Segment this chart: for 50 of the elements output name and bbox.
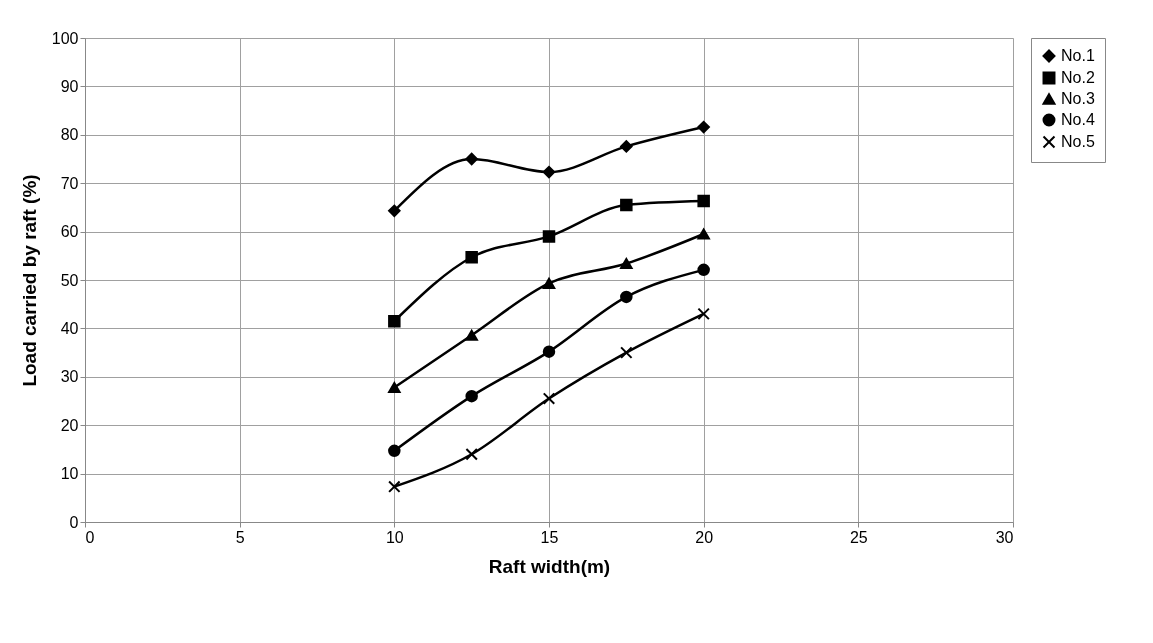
point (620, 198, 633, 212)
x-tick-label: 30 (995, 528, 1014, 546)
legend-label: No.5 (1061, 133, 1095, 150)
y-tick-label: 20 (60, 416, 79, 434)
y-tick-label: 0 (69, 513, 79, 531)
point (465, 251, 478, 264)
point (697, 228, 710, 240)
point (388, 444, 401, 458)
y-axis-title: Load carried by raft (%) (18, 174, 40, 387)
y-tick-label: 40 (60, 319, 79, 337)
legend-label: No.1 (1061, 47, 1095, 64)
x-tick-label: 15 (540, 528, 559, 546)
point (620, 346, 633, 359)
point (697, 194, 710, 208)
point (388, 480, 401, 493)
point (697, 120, 710, 134)
x-axis-title: Raft width(m) (488, 555, 611, 577)
x-tick-label: 5 (235, 528, 245, 546)
point (465, 389, 478, 403)
x-tick-label: 25 (849, 528, 868, 546)
point (697, 307, 710, 321)
x-tick-label: 0 (85, 528, 95, 546)
point (542, 230, 556, 243)
point (542, 345, 556, 358)
point (620, 140, 633, 153)
point (465, 448, 478, 461)
y-tick-label: 100 (51, 29, 79, 47)
x-tick-label: 20 (695, 528, 714, 546)
point (388, 204, 401, 218)
point (465, 152, 478, 166)
legend-label: No.4 (1061, 111, 1095, 128)
y-tick-label: 80 (60, 126, 79, 144)
point (465, 329, 478, 341)
point (620, 290, 633, 304)
point (388, 381, 401, 393)
y-tick-label: 70 (60, 174, 79, 192)
y-tick-label: 30 (60, 368, 79, 386)
legend-label: No.2 (1061, 69, 1095, 86)
x-tick-label: 10 (385, 528, 404, 546)
point (697, 263, 710, 277)
point (388, 314, 401, 328)
point (620, 258, 633, 270)
y-tick-label: 50 (60, 271, 79, 289)
y-tick-label: 60 (60, 223, 79, 241)
y-tick-label: 90 (60, 77, 79, 95)
point (542, 165, 556, 179)
point (542, 392, 556, 405)
legend-label: No.3 (1061, 90, 1095, 107)
y-tick-label: 10 (60, 465, 79, 483)
point (542, 277, 556, 289)
